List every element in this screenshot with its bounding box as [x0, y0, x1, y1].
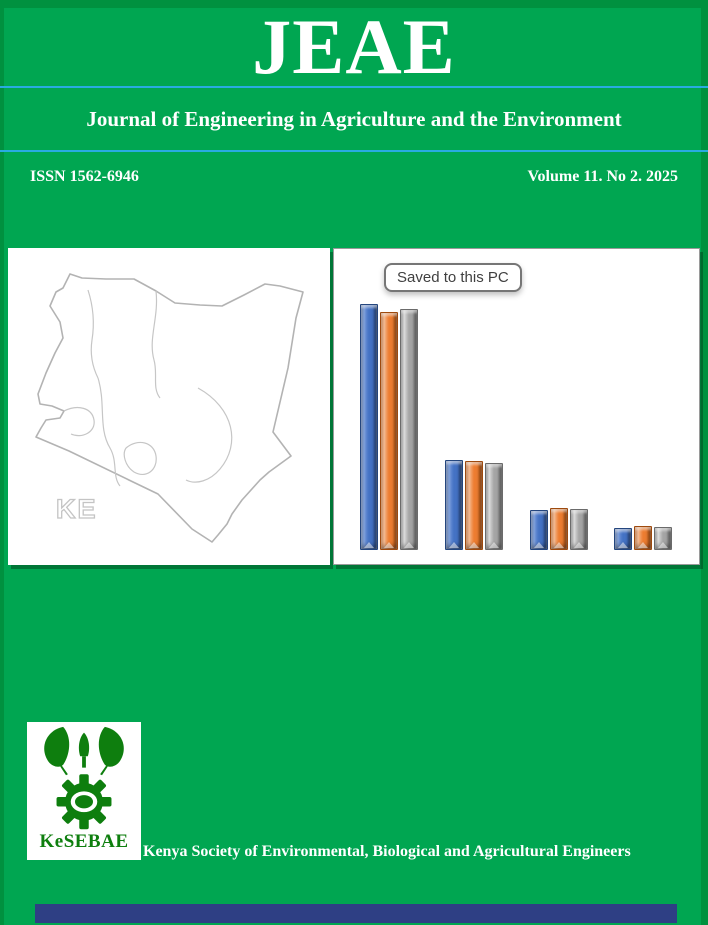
frame-top-strip — [0, 0, 708, 8]
series-blue-bar — [445, 460, 463, 550]
cyan-divider-bottom — [0, 150, 708, 152]
kesebae-logo-box: KeSEBAE — [27, 722, 141, 860]
bar-group-4 — [614, 526, 672, 550]
series-gray-bar — [654, 527, 672, 550]
series-orange-bar — [465, 461, 483, 550]
country-code-label: KE — [56, 494, 98, 524]
series-blue-bar — [530, 510, 548, 550]
journal-title: Journal of Engineering in Agriculture an… — [86, 106, 622, 131]
cyan-divider-top — [0, 86, 708, 88]
society-name: Kenya Society of Environmental, Biologic… — [143, 843, 631, 860]
title-band: Journal of Engineering in Agriculture an… — [0, 88, 708, 150]
series-gray-bar — [485, 463, 503, 550]
cover-panels: KE Saved to this PC — [8, 248, 700, 565]
bar-group-3 — [530, 508, 588, 550]
bar-group-1 — [360, 304, 418, 550]
masthead: JEAE — [0, 8, 708, 86]
frame-left-strip — [0, 0, 4, 925]
series-blue-bar — [360, 304, 378, 550]
series-blue-bar — [614, 528, 632, 550]
issue-info-row: ISSN 1562-6946 Volume 11. No 2. 2025 — [0, 168, 708, 186]
bottom-navy-bar — [35, 904, 677, 923]
series-orange-bar — [380, 312, 398, 550]
issn-label: ISSN 1562-6946 — [30, 168, 139, 185]
saved-to-pc-tooltip[interactable]: Saved to this PC — [384, 263, 522, 292]
series-orange-bar — [634, 526, 652, 550]
journal-abbreviation: JEAE — [252, 3, 456, 90]
logo-acronym: KeSEBAE — [39, 831, 129, 852]
bar-chart-panel: Saved to this PC — [333, 248, 700, 565]
kenya-map-panel: KE — [8, 248, 330, 565]
bar-group-2 — [445, 460, 503, 550]
frame-right-strip — [701, 0, 708, 925]
kenya-outline-map: KE — [35, 273, 304, 543]
bar-chart-plot — [334, 249, 699, 564]
series-orange-bar — [550, 508, 568, 550]
series-gray-bar — [400, 309, 418, 550]
series-gray-bar — [570, 509, 588, 550]
kesebae-leaf-gear-logo-icon — [44, 726, 124, 830]
volume-label: Volume 11. No 2. 2025 — [527, 168, 678, 185]
